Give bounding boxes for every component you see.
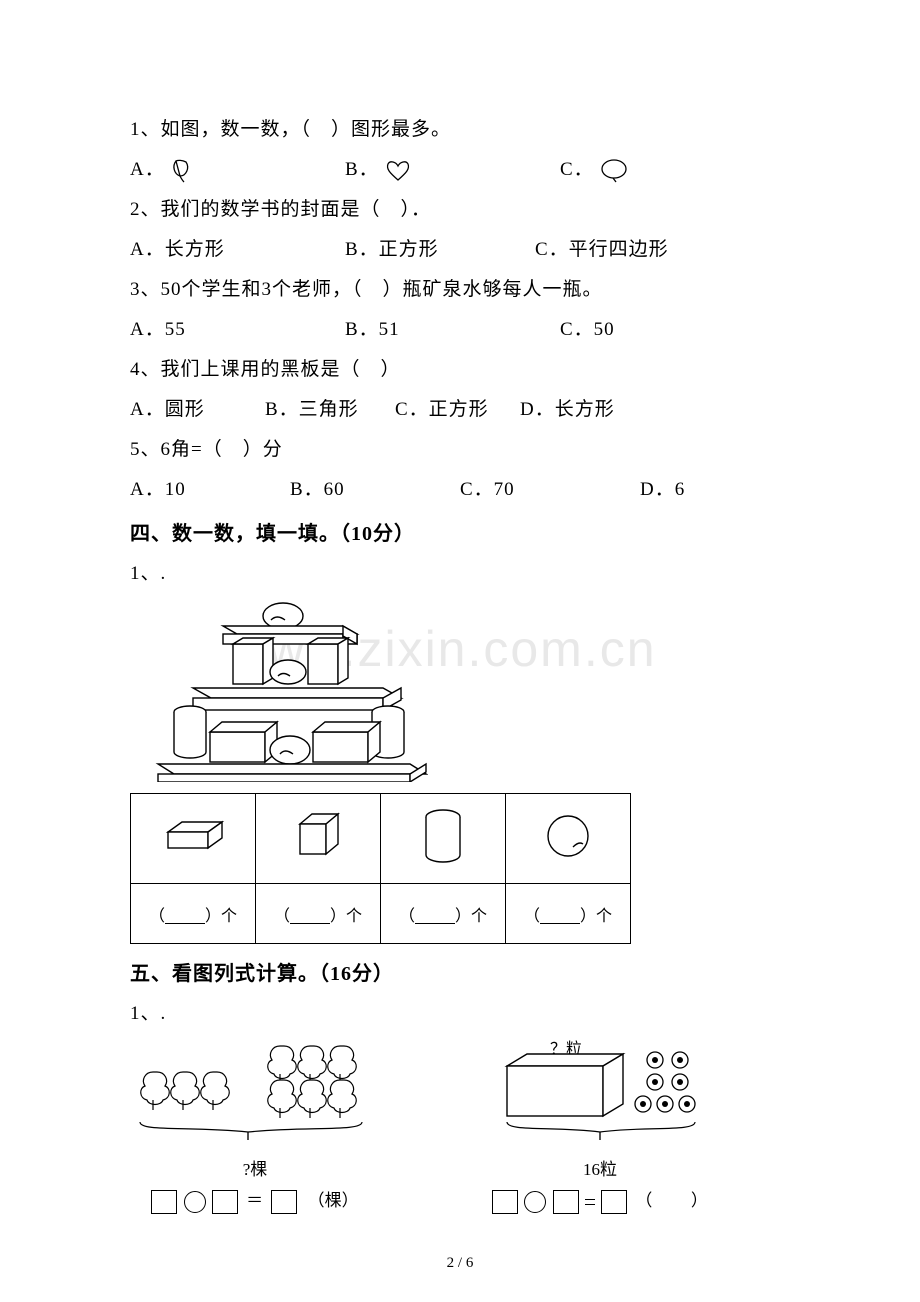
building-figure	[138, 602, 790, 787]
q3-optC: C．50	[560, 310, 615, 350]
q5-text: 5、6角=（ ）分	[130, 430, 790, 470]
q1-optA: A．	[130, 150, 345, 190]
q4-optC: C．正方形	[395, 390, 520, 430]
page-number: 2 / 6	[0, 1255, 920, 1272]
cell-cube	[256, 794, 381, 884]
trees-unit: （棵）	[308, 1191, 359, 1210]
blank-box[interactable]	[151, 1190, 177, 1214]
q1-optC-label: C．	[560, 159, 594, 180]
paren: （	[524, 908, 540, 925]
q5-optD: D．6	[640, 470, 685, 510]
q2-text: 2、我们的数学书的封面是（ ）．	[130, 190, 790, 230]
paren: （	[274, 908, 290, 925]
blank-box[interactable]	[271, 1190, 297, 1214]
q1-optC: C．	[560, 150, 629, 190]
q2-optC: C．平行四边形	[535, 230, 669, 270]
q1-optA-label: A．	[130, 159, 165, 180]
prob-trees: ?棵 ＝ （棵）	[130, 1040, 380, 1214]
cell-cuboid	[131, 794, 256, 884]
sphere-icon	[543, 811, 593, 861]
count-label: ）个	[330, 908, 362, 925]
cube-icon	[292, 810, 344, 862]
grains-unit-open: （	[635, 1191, 652, 1210]
section4-sub1: 1、.	[130, 554, 790, 594]
cell-cylinder	[381, 794, 506, 884]
q5-options: A．10 B．60 C．70 D．6	[130, 470, 790, 510]
grains-figure: ？粒	[485, 1040, 715, 1150]
section4-title: 四、数一数，填一填。（10分）	[130, 514, 790, 554]
q4-optB: B．三角形	[265, 390, 395, 430]
count-label: ）个	[580, 908, 612, 925]
q4-optA: A．圆形	[130, 390, 265, 430]
grains-total: 16粒	[485, 1155, 715, 1180]
content-area: 1、如图，数一数，（ ）图形最多。 A． B． C． 2、我们的数学书的封面是（…	[130, 110, 790, 1214]
equals-sign: ＝	[246, 1191, 263, 1210]
paren: （	[399, 908, 415, 925]
q1-optB-label: B．	[345, 159, 379, 180]
blocks-building-icon	[138, 602, 428, 782]
blank-input[interactable]	[540, 910, 580, 924]
q2-options: A．长方形 B．正方形 C．平行四边形	[130, 230, 790, 270]
heart-icon	[384, 160, 412, 182]
blank-input[interactable]	[290, 910, 330, 924]
blank-box[interactable]	[601, 1190, 627, 1214]
problems-row: ?棵 ＝ （棵） ？粒	[130, 1040, 790, 1214]
cuboid-icon	[158, 816, 228, 856]
q1-options: A． B． C．	[130, 150, 790, 190]
count-sphere[interactable]: （ ）个	[506, 884, 631, 944]
cell-sphere	[506, 794, 631, 884]
blank-input[interactable]	[165, 910, 205, 924]
count-label: ）个	[205, 908, 237, 925]
blank-box[interactable]	[553, 1190, 579, 1214]
q5-optB: B．60	[290, 470, 460, 510]
q3-optA: A．55	[130, 310, 345, 350]
trees-qmark: ?棵	[130, 1155, 380, 1180]
balloon-icon	[599, 158, 629, 184]
q5-optC: C．70	[460, 470, 640, 510]
q1-optB: B．	[345, 150, 560, 190]
trees-figure	[130, 1040, 380, 1150]
blank-box[interactable]	[212, 1190, 238, 1214]
q3-optB: B．51	[345, 310, 560, 350]
count-cuboid[interactable]: （ ）个	[131, 884, 256, 944]
q3-text: 3、50个学生和3个老师，（ ）瓶矿泉水够每人一瓶。	[130, 270, 790, 310]
q4-text: 4、我们上课用的黑板是（ ）	[130, 350, 790, 390]
shapes-table: （ ）个 （ ）个 （ ）个 （ ）个	[130, 793, 631, 944]
blank-op[interactable]	[184, 1191, 206, 1213]
q1-text: 1、如图，数一数，（ ）图形最多。	[130, 110, 790, 150]
cylinder-icon	[420, 807, 466, 865]
paren: （	[149, 908, 165, 925]
q4-optD: D．长方形	[520, 390, 615, 430]
grains-unit-close: ）	[691, 1191, 708, 1210]
section5-sub1: 1、.	[130, 994, 790, 1034]
q4-options: A．圆形 B．三角形 C．正方形 D．长方形	[130, 390, 790, 430]
q2-optB: B．正方形	[345, 230, 535, 270]
blank-input[interactable]	[415, 910, 455, 924]
q2-optA: A．长方形	[130, 230, 345, 270]
q3-options: A．55 B．51 C．50	[130, 310, 790, 350]
leaf-icon	[170, 158, 196, 184]
trees-equation[interactable]: ＝ （棵）	[130, 1186, 380, 1214]
blank-box[interactable]	[492, 1190, 518, 1214]
grains-equation[interactable]: （ ）	[485, 1186, 715, 1214]
section5-title: 五、看图列式计算。（16分）	[130, 954, 790, 994]
count-label: ）个	[455, 908, 487, 925]
prob-grains: ？粒	[485, 1040, 715, 1214]
count-cylinder[interactable]: （ ）个	[381, 884, 506, 944]
blank-op[interactable]	[524, 1191, 546, 1213]
equals-sign	[585, 1199, 595, 1205]
q5-optA: A．10	[130, 470, 290, 510]
count-cube[interactable]: （ ）个	[256, 884, 381, 944]
